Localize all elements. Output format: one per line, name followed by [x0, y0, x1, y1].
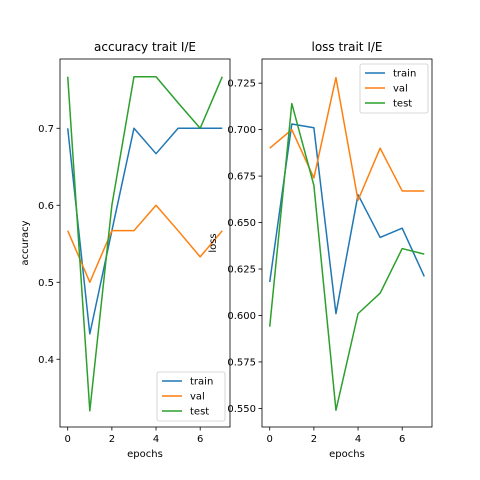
legend-box — [359, 63, 429, 114]
legend-label-val: val — [393, 84, 408, 95]
y-tick-label: 0.575 — [227, 357, 256, 368]
series-line-train — [66, 127, 223, 335]
series-line-val — [67, 204, 223, 284]
chart-title: accuracy trait I/E — [94, 40, 196, 54]
chart-title: loss trait I/E — [311, 40, 382, 54]
legend: train val test — [156, 371, 226, 422]
x-tick-label: 2 — [109, 434, 115, 445]
x-tick-label: 6 — [197, 434, 203, 445]
x-axis-label: epochs — [127, 449, 163, 460]
loss-chart: 0 2 4 6 0.550 0.575 0.600 0.625 0.650 0.675 0.700 0… — [208, 40, 433, 460]
series-line-train — [268, 123, 425, 315]
series-line-test — [268, 102, 425, 412]
y-tick-label: 0.600 — [227, 311, 256, 322]
legend-label-val: val — [190, 392, 205, 403]
y-tick-label: 0.6 — [38, 201, 54, 212]
y-tick-label: 0.675 — [227, 172, 256, 183]
x-tick-label: 0 — [65, 434, 71, 445]
legend-label-test: test — [393, 99, 412, 110]
plot-area — [261, 58, 433, 428]
y-tick-label: 0.650 — [227, 218, 256, 229]
legend-label-train: train — [190, 377, 213, 388]
legend-box — [156, 371, 226, 422]
x-tick-label: 4 — [355, 434, 361, 445]
x-tick-label: 0 — [267, 434, 273, 445]
accuracy-chart: 0 2 4 6 0.4 0.5 0.6 0.7 accuracy trait I/E epochs… — [20, 40, 231, 460]
y-tick-label: 0.550 — [227, 404, 256, 415]
legend-label-test: test — [190, 407, 209, 418]
series-line-test — [66, 75, 223, 412]
x-tick-label: 6 — [399, 434, 405, 445]
y-tick-label: 0.625 — [227, 265, 256, 276]
legend-label-train: train — [393, 69, 416, 80]
x-tick-label: 2 — [311, 434, 317, 445]
series-line-val — [269, 76, 425, 201]
y-tick-label: 0.700 — [227, 125, 256, 136]
legend: train val test — [359, 63, 429, 114]
y-axis-label: loss — [208, 233, 219, 252]
y-tick-label: 0.4 — [38, 355, 54, 366]
plot-area — [59, 58, 231, 428]
y-tick-label: 0.725 — [227, 79, 256, 90]
y-tick-label: 0.5 — [38, 278, 54, 289]
x-tick-label: 4 — [153, 434, 159, 445]
y-tick-label: 0.7 — [38, 124, 54, 135]
y-axis-label: accuracy — [20, 220, 31, 265]
x-axis-label: epochs — [329, 449, 365, 460]
